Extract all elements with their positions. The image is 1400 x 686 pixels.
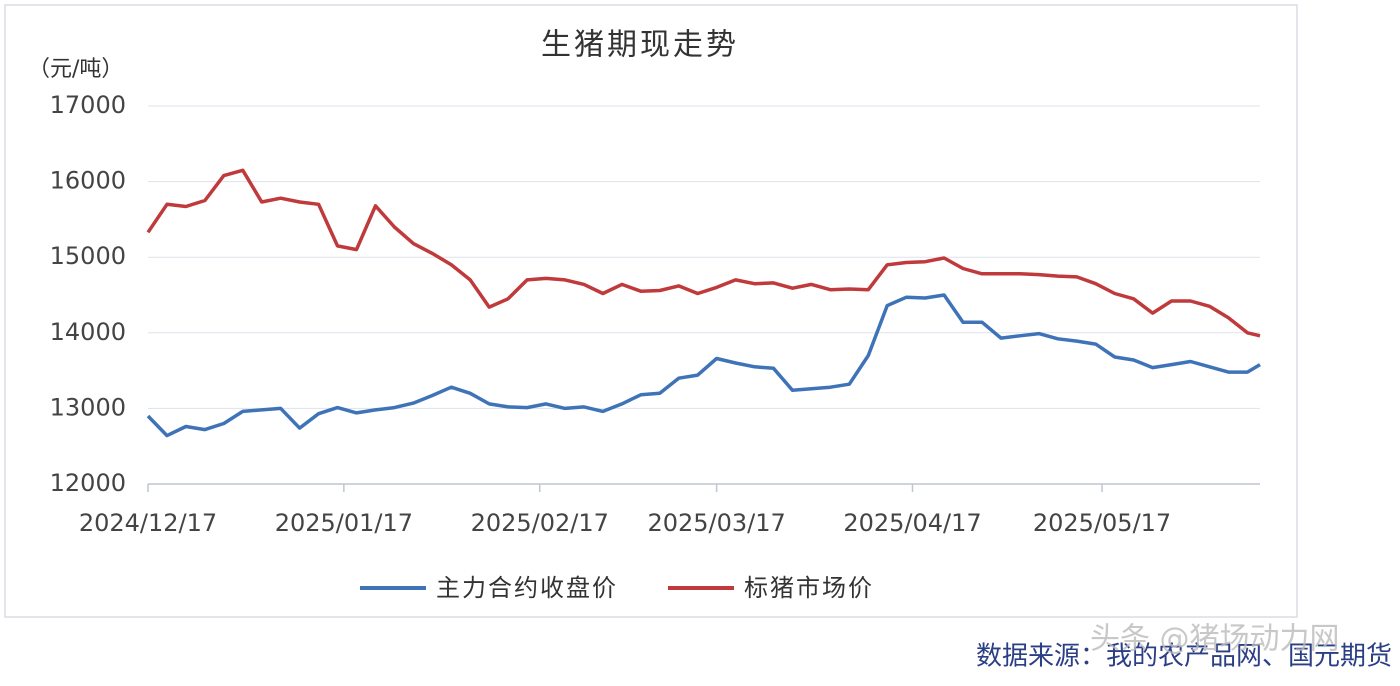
x-tick-label: 2025/05/17 <box>1033 509 1171 537</box>
source-note: 数据来源：我的农产品网、国元期货 <box>976 642 1392 672</box>
x-tick-label: 2025/03/17 <box>647 509 785 537</box>
x-tick-label: 2025/01/17 <box>275 509 413 537</box>
legend-label: 标猪市场价 <box>744 574 874 602</box>
x-tick-label: 2025/04/17 <box>843 509 981 537</box>
y-tick-label: 17000 <box>50 91 126 119</box>
y-tick-label: 14000 <box>50 318 126 346</box>
y-tick-label: 12000 <box>50 469 126 497</box>
y-tick-label: 16000 <box>50 167 126 195</box>
y-tick-label: 15000 <box>50 242 126 270</box>
chart-frame <box>4 4 1298 618</box>
series-line <box>146 293 1261 438</box>
chart-title: 生猪期现走势 <box>541 28 739 63</box>
series-line <box>146 168 1261 338</box>
x-tick-label: 2024/12/17 <box>79 509 217 537</box>
watermark: 头条 @猪场动力网 <box>1090 622 1340 657</box>
y-tick-label: 13000 <box>50 393 126 421</box>
legend-label: 主力合约收盘价 <box>436 574 618 602</box>
x-tick-label: 2025/02/17 <box>471 509 609 537</box>
y-unit: （元/吨） <box>28 57 123 82</box>
